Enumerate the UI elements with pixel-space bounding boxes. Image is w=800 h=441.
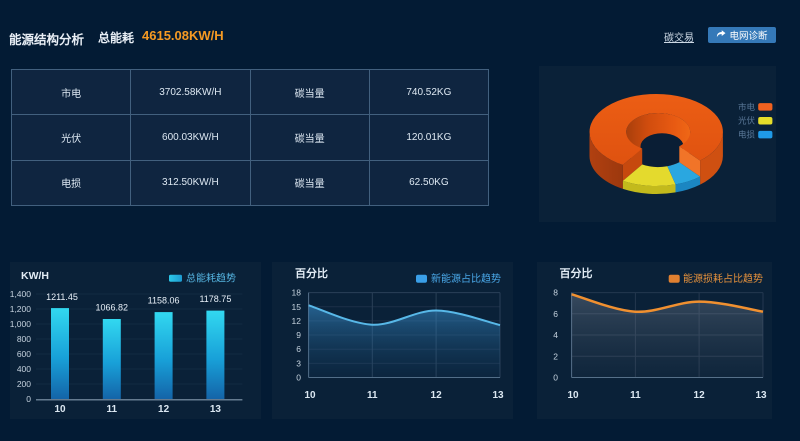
svg-text:百分比: 百分比 xyxy=(560,266,593,280)
svg-text:8: 8 xyxy=(553,288,558,298)
svg-text:10: 10 xyxy=(54,404,66,415)
svg-text:电损: 电损 xyxy=(738,130,756,140)
svg-text:6: 6 xyxy=(553,309,558,319)
svg-text:光伏: 光伏 xyxy=(738,116,756,126)
svg-text:1066.82: 1066.82 xyxy=(96,303,129,313)
svg-text:0: 0 xyxy=(296,373,301,383)
svg-text:0: 0 xyxy=(553,373,558,383)
svg-text:百分比: 百分比 xyxy=(295,266,328,280)
svg-text:9: 9 xyxy=(296,330,301,340)
svg-text:13: 13 xyxy=(210,404,222,415)
svg-text:600: 600 xyxy=(17,349,31,359)
svg-text:1,200: 1,200 xyxy=(10,304,31,314)
svg-text:1178.75: 1178.75 xyxy=(199,294,231,304)
svg-text:能源损耗占比趋势: 能源损耗占比趋势 xyxy=(683,272,763,285)
svg-text:13: 13 xyxy=(492,390,504,401)
svg-text:400: 400 xyxy=(17,364,31,374)
svg-text:18: 18 xyxy=(292,288,302,298)
svg-text:1,400: 1,400 xyxy=(10,289,31,299)
svg-text:6: 6 xyxy=(296,344,301,354)
svg-text:1,000: 1,000 xyxy=(10,319,31,329)
svg-text:800: 800 xyxy=(17,334,31,344)
svg-text:13: 13 xyxy=(755,390,767,401)
svg-text:12: 12 xyxy=(292,316,302,326)
svg-text:4: 4 xyxy=(553,330,558,340)
svg-text:200: 200 xyxy=(17,379,31,389)
svg-text:1211.45: 1211.45 xyxy=(46,292,78,302)
svg-text:11: 11 xyxy=(367,390,378,401)
svg-text:10: 10 xyxy=(567,390,579,401)
svg-text:2: 2 xyxy=(553,351,558,361)
svg-text:新能源占比趋势: 新能源占比趋势 xyxy=(431,272,501,285)
svg-text:0: 0 xyxy=(26,394,31,404)
svg-text:3: 3 xyxy=(296,358,301,368)
svg-text:10: 10 xyxy=(304,390,316,401)
svg-text:总能耗趋势: 总能耗趋势 xyxy=(186,272,236,285)
svg-text:12: 12 xyxy=(158,404,170,415)
svg-text:12: 12 xyxy=(431,390,443,401)
svg-text:15: 15 xyxy=(292,302,302,312)
svg-text:KW/H: KW/H xyxy=(21,270,49,282)
svg-text:12: 12 xyxy=(694,390,706,401)
svg-text:1158.06: 1158.06 xyxy=(148,296,180,306)
svg-text:11: 11 xyxy=(630,390,641,401)
svg-text:11: 11 xyxy=(107,404,118,415)
svg-text:市电: 市电 xyxy=(738,102,756,112)
